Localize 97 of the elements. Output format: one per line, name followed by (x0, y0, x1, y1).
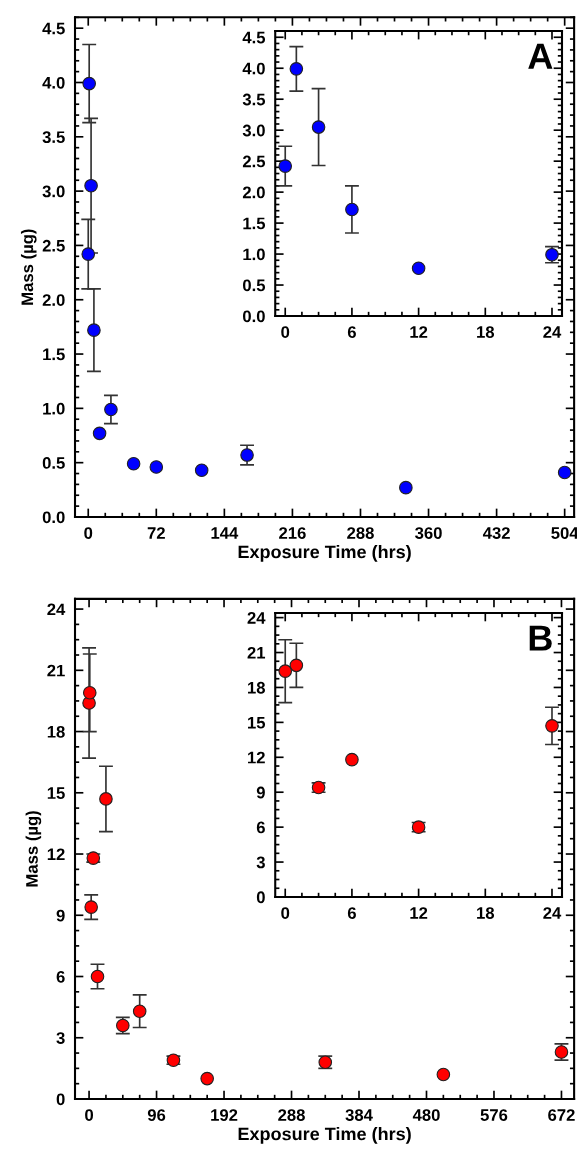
point (81, 247, 96, 261)
x-tick-label: 288 (347, 527, 374, 539)
x-tick-label: 216 (279, 527, 306, 539)
x-tick-label: 480 (412, 1109, 440, 1121)
point (399, 480, 413, 495)
y-tick-label: 6 (56, 970, 65, 983)
y-tick-label: 4.5 (42, 22, 65, 35)
x-tick-label: 0 (84, 527, 93, 539)
annotation: B (529, 625, 552, 651)
y-tick-label: 9 (56, 909, 65, 922)
y-tick-label: 0.5 (243, 279, 266, 292)
y-tick-label: 2.5 (42, 239, 65, 252)
x-tick-label: 24 (543, 907, 562, 919)
y-tick-label: 0.0 (243, 310, 265, 323)
y-axis-title: Mass (µg) (25, 811, 42, 887)
y-tick-label: 24 (47, 603, 66, 616)
y-tick-label: 3.5 (42, 131, 65, 144)
point (126, 456, 141, 471)
x-tick-label: 0 (281, 907, 290, 919)
y-tick-label: 21 (247, 646, 266, 659)
y-tick-label: 3.0 (42, 185, 65, 198)
x-tick-label: 24 (543, 326, 562, 338)
point (289, 62, 304, 76)
x-tick-label: 12 (410, 907, 428, 919)
annotation: A (528, 43, 553, 69)
y-tick-label: 3 (56, 1032, 65, 1044)
y-tick-label: 1.5 (43, 348, 65, 361)
point (436, 1067, 451, 1082)
y-tick-label: 3.0 (242, 124, 265, 137)
point (200, 1071, 214, 1086)
y-tick-label: 2.0 (42, 294, 65, 306)
y-tick-label: 4.0 (42, 76, 65, 89)
y-tick-label: 12 (248, 751, 265, 764)
point (149, 460, 164, 474)
point (278, 159, 293, 173)
x-tick-label: 432 (482, 527, 510, 539)
point (82, 76, 96, 91)
x-tick-label: 360 (415, 527, 442, 539)
point (99, 792, 113, 806)
x-tick-label: 0 (281, 326, 290, 338)
x-axis-title: Exposure Time (hrs) (238, 545, 411, 562)
y-tick-label: 4.5 (242, 31, 266, 44)
point (87, 323, 101, 337)
point (345, 202, 359, 217)
point (311, 120, 326, 134)
y-tick-label: 0 (56, 1093, 65, 1106)
point (278, 664, 293, 678)
y-tick-label: 12 (47, 848, 65, 861)
y-tick-label: 0 (256, 891, 265, 904)
x-tick-label: 192 (211, 1109, 238, 1121)
point (90, 969, 105, 984)
y-tick-label: 2.0 (242, 186, 265, 199)
x-axis-title: Exposure Time (hrs) (238, 1127, 411, 1144)
point (84, 178, 98, 193)
point (545, 719, 559, 733)
y-tick-label: 18 (248, 681, 265, 694)
point (345, 752, 359, 767)
point (411, 261, 426, 276)
y-tick-label: 15 (248, 716, 266, 729)
x-tick-label: 18 (477, 907, 495, 919)
y-tick-label: 9 (256, 786, 265, 799)
x-tick-label: 18 (477, 326, 495, 338)
point (84, 900, 98, 914)
point (82, 685, 97, 700)
y-tick-label: 4.0 (242, 62, 265, 75)
x-tick-label: 0 (85, 1109, 94, 1121)
x-tick-label: 288 (278, 1109, 305, 1121)
point (132, 1004, 147, 1019)
x-tick-label: 96 (147, 1109, 166, 1121)
x-tick-label: 72 (147, 527, 165, 539)
y-tick-label: 3.5 (242, 93, 266, 106)
x-tick-label: 144 (211, 527, 239, 539)
x-tick-label: 576 (480, 1109, 508, 1121)
x-tick-label: 672 (548, 1109, 575, 1121)
y-tick-label: 0.5 (42, 457, 65, 469)
point (289, 658, 304, 673)
y-tick-label: 21 (47, 664, 65, 677)
x-tick-label: 384 (345, 1109, 373, 1121)
point (194, 463, 209, 478)
point (557, 465, 572, 480)
y-tick-label: 24 (247, 612, 266, 624)
y-tick-label: 18 (47, 725, 65, 738)
y-tick-label: 15 (47, 787, 65, 799)
point (240, 448, 254, 462)
y-axis-title: Mass (µg) (20, 229, 37, 305)
y-tick-label: 1.0 (43, 402, 65, 415)
y-tick-label: 1.0 (243, 248, 265, 261)
x-tick-label: 12 (410, 326, 428, 338)
y-tick-label: 0.0 (42, 511, 65, 524)
y-tick-label: 2.5 (242, 155, 266, 168)
y-tick-label: 6 (256, 821, 265, 834)
y-tick-label: 3 (256, 856, 265, 869)
x-tick-label: 6 (347, 326, 356, 338)
x-tick-label: 6 (347, 907, 356, 919)
point (104, 402, 118, 417)
y-tick-label: 1.5 (243, 217, 266, 230)
point (92, 426, 107, 441)
